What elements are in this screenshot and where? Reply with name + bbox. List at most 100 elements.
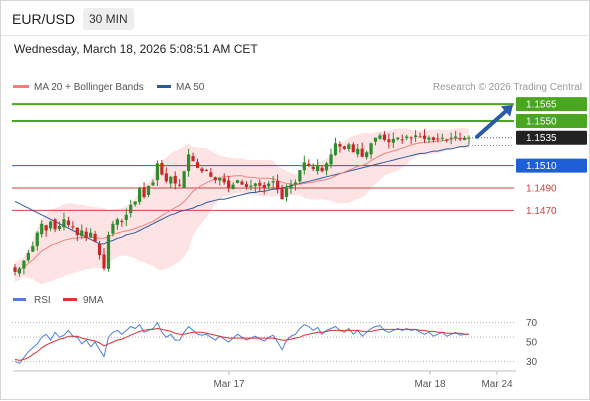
candle-body [445,139,449,141]
candle-body [133,201,137,205]
candle-body [311,166,315,169]
candle-body [462,137,467,140]
candle-body [160,163,164,175]
candle-body [458,138,462,140]
candle-body [360,148,364,157]
candle-body [422,135,427,139]
candle-body [289,184,293,189]
datetime-label: Wednesday, March 18, 2026 5:08:51 AM CET [14,42,258,56]
candle-body [62,219,66,228]
candle-body [231,184,235,190]
candle-body [111,223,115,234]
forecast [472,104,514,147]
price-labels[interactable]: 1.1565 1.1550 1.1510 1.1490 1.1470 1.1535 [516,97,587,217]
candle-body [213,177,217,181]
candle-body [129,204,133,214]
candle-body [138,188,142,203]
candle-body [302,162,306,171]
candle-body [173,175,177,184]
level-label-1.1565-text: 1.1565 [526,100,557,111]
candle-body [387,139,391,143]
candle-body [373,137,378,142]
rsi-ma-legend-swatch [63,298,77,301]
candle-body [106,234,111,269]
candle-body [396,137,400,140]
candle-body [191,156,195,162]
candle-body [49,221,53,229]
candle-body [209,172,213,177]
candle-body [347,144,351,149]
candle-body [249,185,253,187]
candle-body [22,260,26,269]
candle-body [365,152,369,158]
header-divider [1,35,589,36]
candle-body [204,169,208,171]
rsi-line [14,321,469,364]
candle-body [280,187,284,200]
ma50-legend-label: MA 50 [176,82,205,93]
candle-body [120,220,124,222]
candle-body [405,136,409,138]
candle-body [253,183,257,187]
candle-body [93,233,97,242]
credit-text: Research © 2026 Trading Central [433,82,582,93]
timeframe-badge[interactable]: 30 MIN [83,8,134,30]
candle-body [84,231,88,239]
x-tick-label: Mar 17 [213,379,245,390]
candle-body [382,134,387,140]
level-label-1.1490-text: 1.1490 [526,184,557,195]
candle-body [182,171,186,188]
forecast-arrow-shaft [475,108,509,139]
last-price-label-box [516,130,587,145]
candle-body [155,163,160,181]
candle-body [276,181,280,190]
x-axis: Mar 17 Mar 18 Mar 24 [213,371,513,390]
candle-body [316,165,320,172]
candle-body [218,177,222,181]
candle-body [244,184,249,187]
bollinger-band-area [15,128,469,285]
candle-body [124,214,128,220]
candle-body [369,143,373,155]
candle-body [351,144,355,153]
candle-body [271,181,275,183]
ma50-line [14,145,470,245]
candle-body [293,182,298,185]
candle-body [151,182,155,186]
x-tick-label: Mar 24 [481,379,513,390]
forecast-arrow-head [500,104,513,117]
candle-body [329,154,333,165]
ma20-legend-swatch [13,85,29,88]
candle-body [338,143,342,147]
level-label-1.1510-box [516,158,587,173]
candle-body [227,180,231,188]
candle-body [146,185,151,195]
candle-body [409,137,413,139]
rsi-legend-swatch [13,298,26,301]
candle-body [258,182,262,186]
candle-body [378,135,382,139]
candle-body [413,135,418,138]
level-label-1.1550-box [516,113,587,128]
candle-body [267,183,271,187]
candle-body [17,268,22,274]
candle-body [440,137,444,139]
candle-body [307,163,311,166]
candle-body [115,219,119,225]
candle-body [186,154,191,172]
candle-body [195,162,200,168]
candle-body [200,168,204,172]
candle-body [53,219,57,230]
candle-body [75,227,79,235]
candle-body [97,243,102,256]
x-tick-label: Mar 18 [414,379,446,390]
rsi-tick-50: 50 [526,338,538,349]
candle-body [342,146,346,149]
candle-body [333,143,338,155]
rsi-legend-label: RSI [34,295,51,306]
level-label-1.1550-text: 1.1550 [526,116,557,127]
candle-body [454,136,458,138]
candle-body [44,225,48,231]
